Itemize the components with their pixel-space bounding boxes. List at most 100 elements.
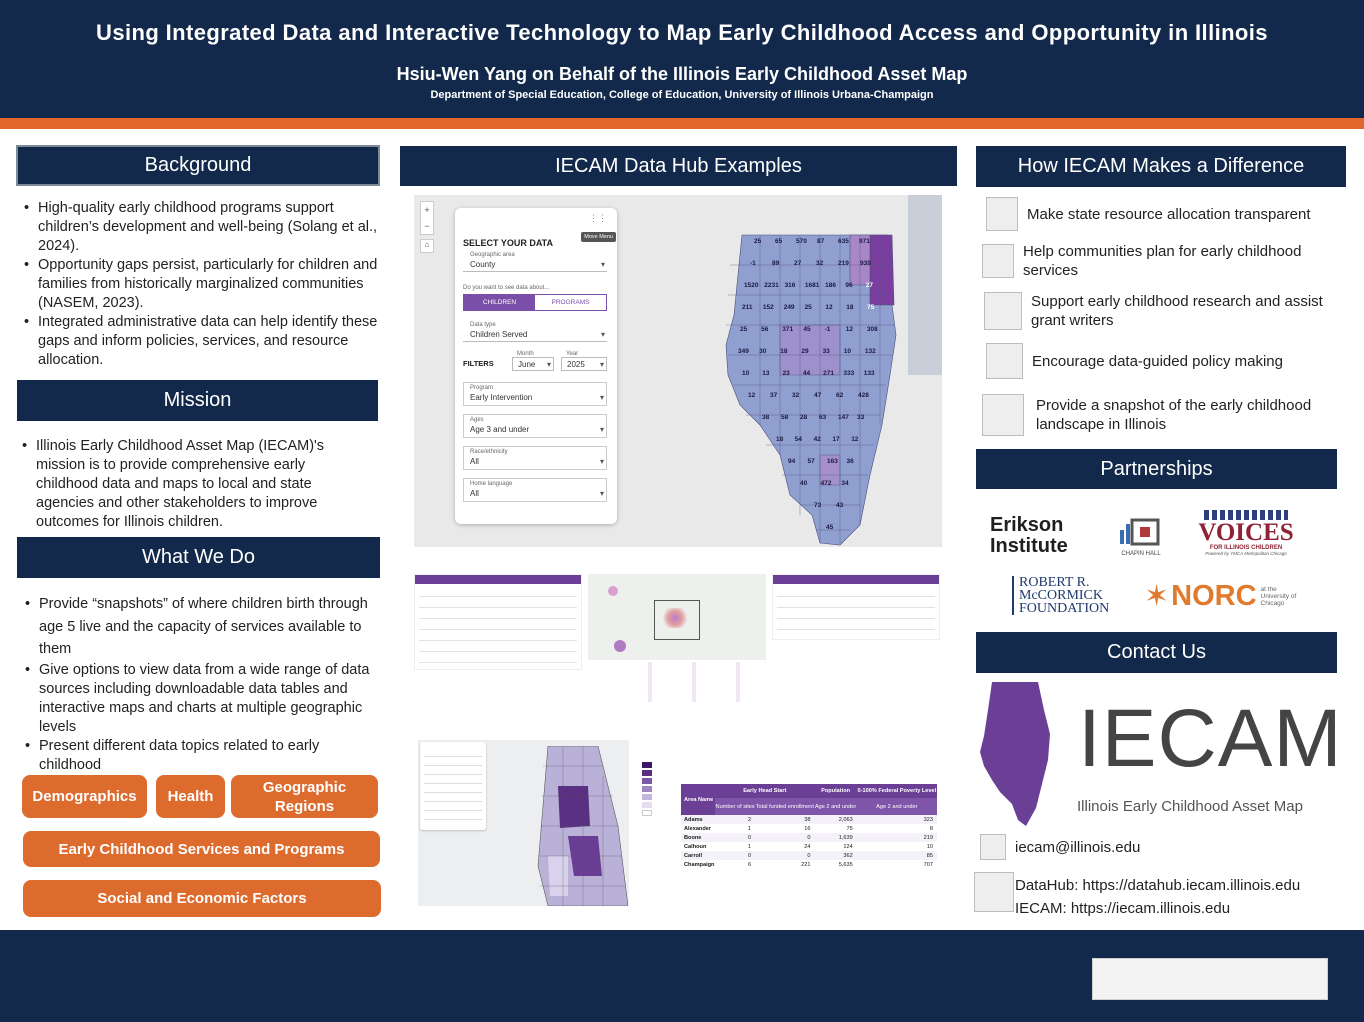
- county-value-label: 13: [762, 370, 770, 377]
- topic-social-economic-button[interactable]: Social and Economic Factors: [23, 880, 381, 917]
- norc-logo-tagline-line: University of: [1260, 593, 1297, 600]
- topic-early-childhood-services-button[interactable]: Early Childhood Services and Programs: [23, 831, 380, 867]
- norc-logo: ✶ NORC at the University of Chicago: [1144, 579, 1296, 614]
- table-cell: Boone: [684, 834, 702, 841]
- geo-label: Geographic area: [470, 252, 515, 258]
- tab-children[interactable]: CHILDREN: [464, 295, 535, 310]
- norc-logo-tagline-line: at the: [1260, 586, 1277, 593]
- county-value-label: 27: [794, 260, 802, 267]
- county-value-label: 23: [783, 370, 791, 377]
- table-subheader: Age 2 and under: [814, 803, 857, 810]
- thumb-map-dot: [614, 640, 626, 652]
- voices-logo-subtagline: Powered by YMCA Metropolitan Chicago: [1205, 551, 1287, 556]
- county-value-label: 152: [763, 304, 774, 311]
- contact-email[interactable]: iecam@illinois.edu: [1015, 838, 1141, 856]
- table-header: Population: [821, 788, 851, 794]
- county-value-label: 349: [738, 348, 749, 355]
- provider-detail-thumbnail: [772, 574, 940, 640]
- iecam-link[interactable]: IECAM: https://iecam.illinois.edu: [1015, 900, 1231, 917]
- move-menu-tooltip: Move Menu: [581, 232, 616, 242]
- county-value-label: 25: [740, 326, 748, 333]
- difference-item: Make state resource allocation transpare…: [986, 197, 1346, 231]
- topic-geographic-regions-button[interactable]: Geographic Regions: [231, 775, 378, 818]
- erikson-logo: Erikson Institute: [990, 515, 1068, 557]
- legend-swatch: [642, 770, 652, 776]
- datatype-select[interactable]: Children Served: [463, 328, 607, 342]
- county-value-label: 58: [781, 414, 789, 421]
- topic-demographics-button[interactable]: Demographics: [22, 775, 147, 818]
- county-value-label: 42: [814, 436, 822, 443]
- poster-author: Hsiu-Wen Yang on Behalf of the Illinois …: [396, 64, 968, 84]
- poster-header: Using Integrated Data and Interactive Te…: [0, 0, 1364, 118]
- geo-select[interactable]: County: [463, 258, 607, 272]
- county-value-label: 65: [775, 238, 783, 245]
- chapin-hall-label: CHAPIN HALL: [1121, 551, 1161, 557]
- county-value-label: 249: [784, 304, 795, 311]
- checkbox-icon: [982, 394, 1024, 436]
- datahub-map-screenshot: + − ⌂ 25 65 570 87 635 971 -1 89 27 32 219 939 1520 22…: [414, 195, 942, 547]
- home-icon[interactable]: ⌂: [420, 239, 434, 253]
- illinois-state-icon: [980, 682, 1050, 826]
- chicago-community-map: [537, 746, 628, 906]
- norc-star-icon: ✶: [1144, 580, 1170, 613]
- mccormick-logo: ROBERT R. McCORMICK FOUNDATION: [1012, 576, 1109, 616]
- difference-item: Support early childhood research and ass…: [984, 292, 1344, 330]
- county-value-label: 27: [866, 282, 874, 289]
- county-value-label: 186: [825, 282, 836, 289]
- county-value-label: 32: [816, 260, 824, 267]
- iecam-logo: IECAM Illinois Early Childhood Asset Map: [978, 680, 1342, 826]
- select-data-panel: ⋮⋮ Move Menu SELECT YOUR DATA Geographic…: [455, 208, 617, 524]
- month-select[interactable]: June: [512, 357, 554, 372]
- difference-item-label: Provide a snapshot of the early childhoo…: [1036, 397, 1312, 433]
- background-list: High-quality early childhood programs su…: [22, 199, 390, 370]
- county-value-label: 54: [795, 436, 803, 443]
- county-value-label: 37: [770, 392, 778, 399]
- table-cell: Alexander: [684, 825, 712, 832]
- county-value-label: 271: [823, 370, 834, 377]
- drag-handle-icon[interactable]: ⋮⋮: [589, 213, 607, 223]
- email-icon: [980, 834, 1006, 860]
- program-select[interactable]: Early Intervention: [470, 391, 606, 405]
- topic-health-button[interactable]: Health: [156, 775, 225, 818]
- county-value-label: 18: [780, 348, 788, 355]
- checkbox-icon: [986, 197, 1018, 231]
- difference-item-label: Make state resource allocation transpare…: [1027, 205, 1311, 223]
- county-value-label: 34: [841, 480, 849, 487]
- county-value-label: 29: [801, 348, 809, 355]
- thumb-header-bar: [415, 575, 581, 584]
- legend-swatch: [642, 802, 652, 808]
- voices-logo: VOICES FOR ILLINOIS CHILDREN Powered by …: [1198, 510, 1294, 556]
- table-cell: 362: [843, 852, 853, 859]
- county-value-label: 308: [867, 326, 878, 333]
- what-we-do-bullet: Give options to view data from a wide ra…: [23, 661, 375, 737]
- table-cell: 2: [748, 816, 752, 823]
- race-select[interactable]: All: [470, 455, 606, 469]
- county-value-label: 1681: [805, 282, 820, 289]
- table-cell: 75: [846, 825, 853, 832]
- table-header: 0-100% Federal Poverty Level: [857, 788, 937, 794]
- county-value-label: 2231: [764, 282, 779, 289]
- tab-programs[interactable]: PROGRAMS: [551, 299, 590, 306]
- datahub-link[interactable]: DataHub: https://datahub.iecam.illinois.…: [1015, 877, 1301, 894]
- voices-logo-word: VOICES: [1198, 519, 1294, 546]
- county-value-label: 94: [788, 458, 796, 465]
- illinois-county-map: 25 65 570 87 635 971 -1 89 27 32 219 939 1520 2231 316…: [725, 234, 897, 546]
- year-select[interactable]: 2025: [561, 357, 607, 372]
- language-select[interactable]: All: [470, 487, 606, 501]
- county-value-label: 10: [844, 348, 852, 355]
- zoom-control[interactable]: + −: [420, 201, 434, 235]
- table-subheader: Number of sites: [715, 803, 755, 810]
- ages-select[interactable]: Age 3 and under: [470, 423, 606, 437]
- table-cell: 16: [804, 825, 811, 832]
- county-value-label: 43: [836, 502, 844, 509]
- county-value-label: 89: [772, 260, 780, 267]
- legend-swatch: [642, 778, 652, 784]
- contact-email-row: iecam@illinois.edu: [980, 834, 1340, 860]
- footer-logo-placeholder: [1092, 958, 1328, 1000]
- panel-title: SELECT YOUR DATA: [463, 238, 554, 248]
- county-value-label: 971: [859, 238, 870, 245]
- county-value-label: 18: [846, 304, 854, 311]
- map-legend-thumbnail: [606, 660, 756, 706]
- thumb-legend-items: [608, 662, 754, 702]
- background-heading: Background: [16, 145, 380, 186]
